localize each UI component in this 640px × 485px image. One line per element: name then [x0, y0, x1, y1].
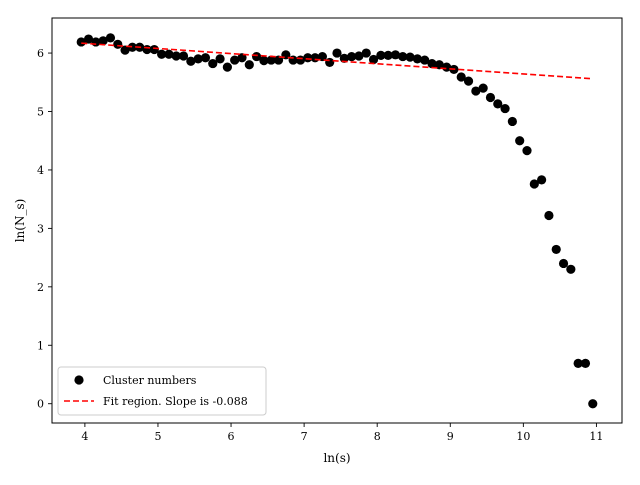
- data-point: [164, 49, 174, 59]
- data-point: [390, 50, 401, 60]
- data-point: [493, 99, 503, 109]
- data-point: [588, 399, 598, 409]
- x-tick-label: 9: [447, 430, 454, 443]
- data-point: [398, 51, 408, 62]
- data-point: [76, 37, 86, 47]
- data-point: [456, 72, 466, 82]
- data-point: [127, 42, 137, 52]
- y-tick-label: 2: [37, 281, 44, 294]
- data-point: [544, 210, 554, 221]
- x-tick-label: 8: [374, 430, 381, 443]
- data-point: [500, 103, 510, 114]
- data-point: [420, 55, 430, 65]
- data-point: [427, 58, 437, 69]
- data-point: [120, 45, 130, 55]
- y-axis-label: ln(N_s): [13, 199, 27, 243]
- data-point: [412, 54, 422, 64]
- data-point: [252, 51, 262, 62]
- data-point: [573, 358, 583, 368]
- data-point: [83, 34, 94, 44]
- data-point: [537, 175, 547, 185]
- data-point: [434, 60, 444, 70]
- data-point: [405, 52, 415, 62]
- y-tick-label: 5: [37, 106, 44, 119]
- data-point: [317, 51, 327, 62]
- data-point: [215, 54, 225, 64]
- data-point: [529, 179, 539, 189]
- legend: Cluster numbers Fit region. Slope is -0.0…: [57, 366, 267, 416]
- data-point: [558, 258, 569, 269]
- data-point: [157, 49, 167, 59]
- y-tick-label: 1: [37, 339, 44, 352]
- data-point: [368, 54, 379, 65]
- data-point: [303, 53, 313, 63]
- data-point: [376, 50, 386, 61]
- plot-marks: [76, 33, 598, 409]
- data-point: [347, 51, 357, 62]
- data-point: [105, 33, 116, 43]
- data-point: [222, 62, 232, 72]
- data-point: [208, 58, 218, 69]
- x-axis-label: ln(s): [323, 451, 350, 465]
- axes: 4 5 6 7 8 9 10 11 0 1 2 3 4 5 6 ln(s) ln(N_s): [13, 17, 623, 465]
- data-point: [463, 76, 474, 86]
- data-point: [266, 55, 276, 65]
- data-point: [471, 86, 481, 96]
- data-point: [178, 51, 189, 61]
- data-point: [113, 39, 123, 49]
- y-tick-label: 3: [37, 222, 44, 235]
- y-tick-label: 0: [37, 398, 44, 411]
- data-point: [237, 53, 247, 63]
- data-point: [478, 83, 488, 93]
- data-point: [186, 56, 196, 66]
- data-point: [515, 136, 525, 146]
- legend-marker-scatter: [74, 375, 84, 385]
- x-tick-label: 10: [516, 430, 530, 443]
- data-point: [361, 48, 371, 58]
- data-point: [522, 146, 532, 156]
- data-point: [193, 54, 203, 64]
- x-tick-label: 11: [589, 430, 603, 443]
- x-tick-label: 5: [154, 430, 161, 443]
- x-tick-label: 6: [228, 430, 235, 443]
- y-tick-label: 4: [37, 164, 44, 177]
- legend-label-fit: Fit region. Slope is -0.088: [103, 395, 248, 408]
- data-point: [354, 51, 364, 61]
- data-point: [325, 57, 335, 68]
- y-tick-label: 6: [37, 47, 44, 60]
- data-point: [171, 51, 181, 61]
- fit-line: [81, 42, 593, 80]
- data-point: [230, 55, 240, 65]
- data-point: [442, 62, 452, 72]
- x-tick-label: 4: [81, 430, 88, 443]
- legend-label-scatter: Cluster numbers: [103, 374, 197, 387]
- data-point: [200, 53, 211, 63]
- data-point: [259, 56, 269, 66]
- data-point: [149, 44, 159, 55]
- data-point: [383, 50, 393, 61]
- data-point: [244, 60, 254, 70]
- plot-frame: [51, 17, 623, 424]
- data-point: [580, 358, 591, 368]
- legend-box: [57, 366, 267, 416]
- data-point: [566, 264, 576, 274]
- data-point: [98, 36, 108, 46]
- data-point: [485, 92, 496, 103]
- data-point: [551, 244, 561, 255]
- x-tick-label: 7: [301, 430, 308, 443]
- data-point: [507, 116, 517, 127]
- data-point: [332, 48, 342, 58]
